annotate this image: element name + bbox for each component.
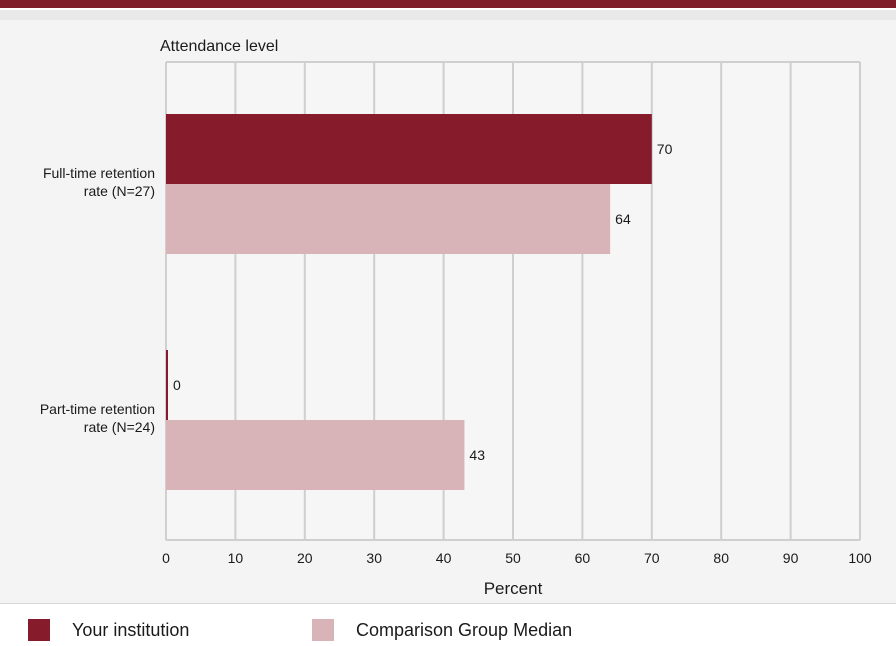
x-tick-label: 50	[505, 550, 521, 566]
bar-chart: 0 10 20 30 40 50 60 70 80 90 100 70 64 Full-time rete…	[40, 38, 872, 598]
legend-swatch-comparison-group-median	[312, 619, 334, 641]
x-axis-title: Percent	[484, 579, 543, 598]
bar	[166, 184, 611, 254]
x-tick-label: 70	[644, 550, 660, 566]
bar	[166, 350, 168, 420]
category-label-line2: rate (N=24)	[84, 419, 155, 435]
legend-swatch-your-institution	[28, 619, 50, 641]
data-label: 64	[615, 211, 631, 227]
x-tick-label: 20	[297, 550, 313, 566]
chart-panel: 0 10 20 30 40 50 60 70 80 90 100 70 64 Full-time rete…	[0, 20, 896, 603]
data-label: 43	[469, 447, 485, 463]
bar-layer	[166, 114, 652, 490]
top-accent-bar	[0, 0, 896, 8]
x-tick-label: 60	[575, 550, 591, 566]
x-tick-label: 0	[162, 550, 170, 566]
category-label-line1: Full-time retention	[43, 165, 155, 181]
data-label: 70	[657, 141, 673, 157]
data-label: 0	[173, 377, 181, 393]
category-label-line2: rate (N=27)	[84, 183, 155, 199]
x-tick-label: 30	[366, 550, 382, 566]
x-tick-label: 40	[436, 550, 452, 566]
x-tick-label: 100	[848, 550, 872, 566]
x-tick-label: 10	[228, 550, 244, 566]
legend-item-comparison-group-median: Comparison Group Median	[312, 618, 572, 642]
top-divider	[0, 10, 896, 20]
category-label-line1: Part-time retention	[40, 401, 155, 417]
legend: Your institution Comparison Group Median	[0, 603, 896, 646]
legend-item-your-institution: Your institution	[28, 618, 189, 642]
legend-label-comparison-group-median: Comparison Group Median	[356, 619, 573, 640]
x-tick-label: 90	[783, 550, 799, 566]
bar	[166, 114, 652, 184]
legend-label-your-institution: Your institution	[72, 619, 190, 640]
bar	[166, 420, 465, 490]
label-layer: 0 10 20 30 40 50 60 70 80 90 100 70 64 Full-time rete…	[40, 141, 872, 566]
y-axis-title: Attendance level	[160, 38, 278, 55]
x-tick-label: 80	[713, 550, 729, 566]
